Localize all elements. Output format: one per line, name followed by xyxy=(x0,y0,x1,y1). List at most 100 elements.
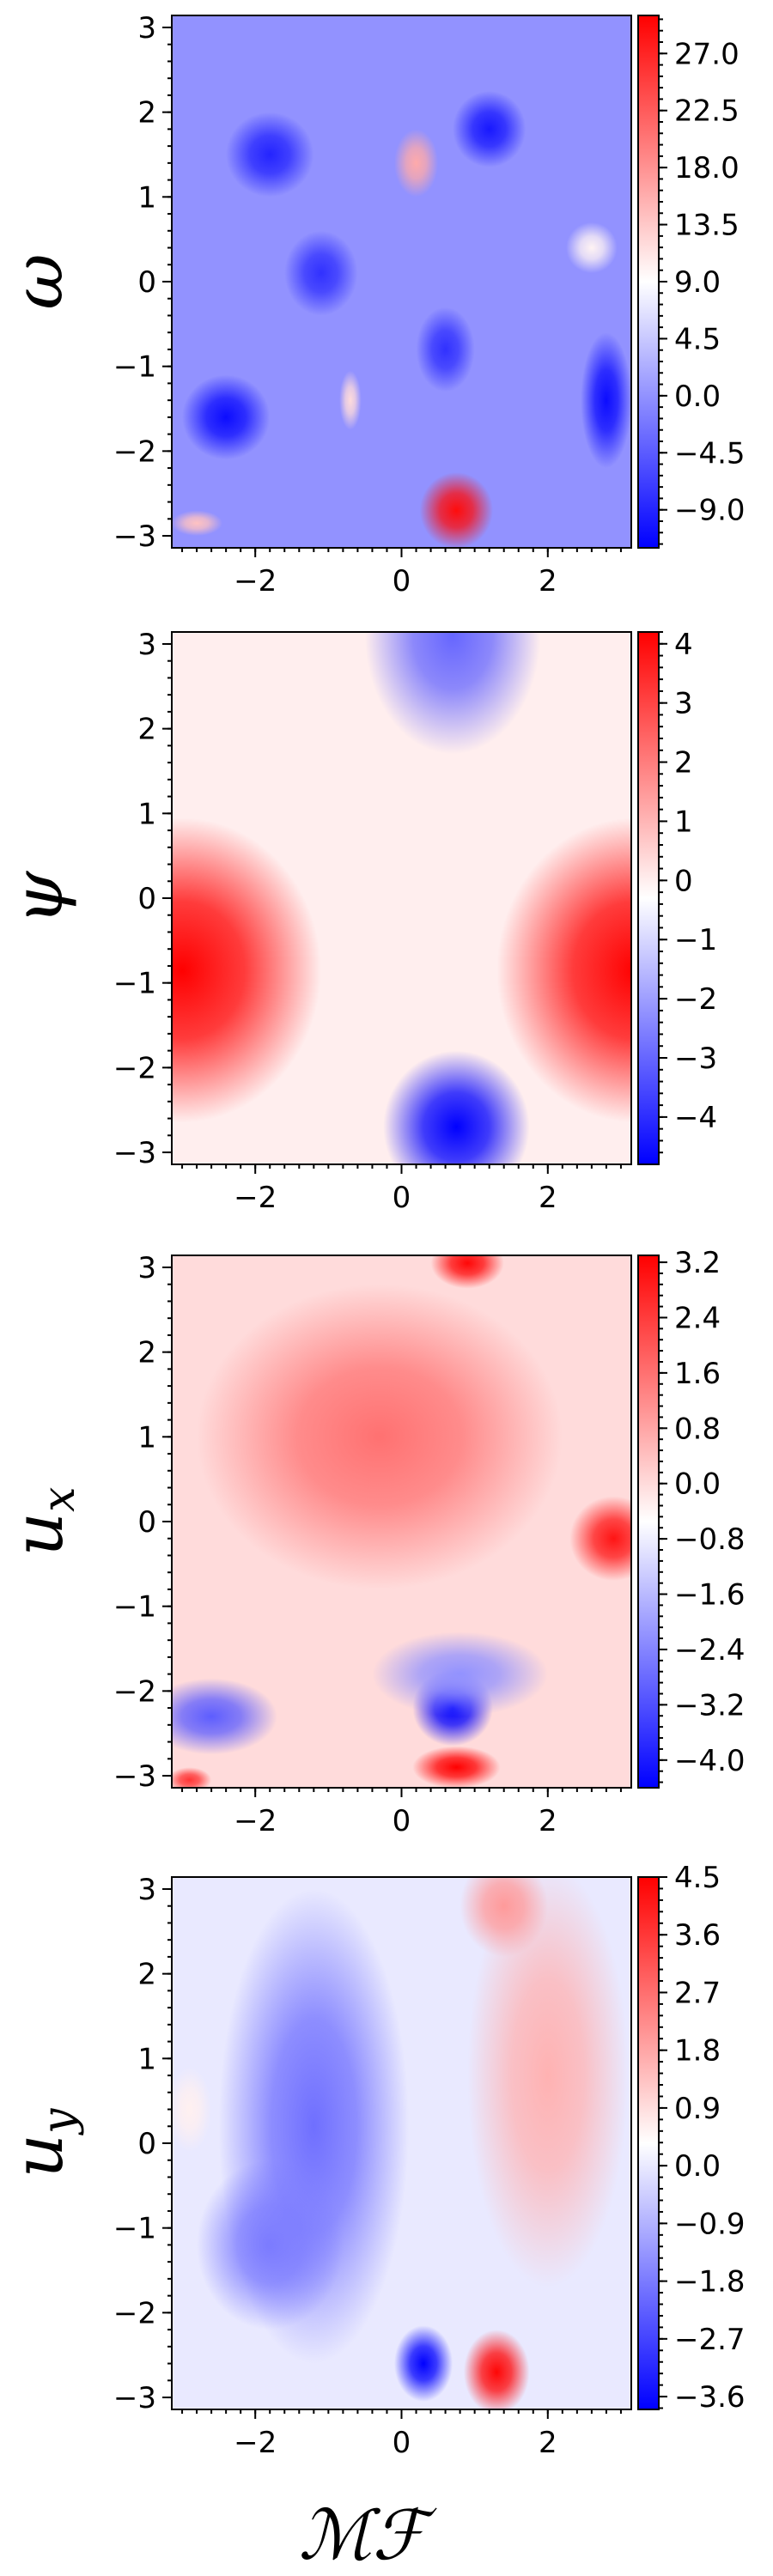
heatmap-feature xyxy=(569,1496,631,1582)
heatmap-feature xyxy=(372,1631,548,1716)
colorbar-tick-label: −2.4 xyxy=(674,1633,746,1668)
colorbar-gradient xyxy=(638,1877,659,2409)
colorbar-tick-label: 4.5 xyxy=(674,1861,721,1895)
x-tick-label: 0 xyxy=(393,2426,411,2460)
colorbar-tick-label: −2 xyxy=(674,982,717,1017)
colorbar: 4.5 3.6 2.7 1.8 0.9 0.0 −0.9 −1.8 −2.7 −3.6 xyxy=(637,1861,746,2415)
y-tick-label: 3 xyxy=(137,11,156,46)
y-tick-label: 2 xyxy=(137,1958,156,1992)
colorbar-tick-label: 3.6 xyxy=(674,1918,721,1953)
y-axis-label: ux xyxy=(0,1487,85,1557)
heatmap-feature xyxy=(284,230,358,316)
y-tick-label: −2 xyxy=(113,434,156,469)
colorbar: 4 3 2 1 0 −1 −2 −3 −4 xyxy=(637,628,717,1165)
colorbar-tick-label: −4 xyxy=(674,1101,717,1135)
colorbar-tick-label: 1 xyxy=(674,805,693,839)
y-tick-label: 2 xyxy=(137,713,156,747)
heatmap-feature xyxy=(172,1678,277,1755)
heatmap-feature xyxy=(172,817,321,1123)
x-tick-label: 2 xyxy=(539,1804,557,1838)
y-tick-label: 2 xyxy=(137,1336,156,1370)
y-tick-label: −1 xyxy=(113,2212,156,2246)
y-tick-label: −3 xyxy=(113,1136,156,1170)
heatmap-feature xyxy=(467,1877,629,2287)
y-tick-label: −1 xyxy=(113,350,156,385)
heatmap-feature xyxy=(581,332,631,469)
x-tick-label: −2 xyxy=(234,1804,277,1838)
heatmap-feature xyxy=(419,472,493,548)
colorbar-tick-label: 0.9 xyxy=(674,2092,721,2126)
colorbar-tick-label: −1 xyxy=(674,923,717,957)
colorbar-tick-label: −1.8 xyxy=(674,2265,746,2300)
colorbar-tick-label: −3.2 xyxy=(674,1688,746,1722)
panels: −3 −2 −1 0 1 2 3 −2 0 2 ω 27.0 22.5 18.0 13.5 9.0 4.5 0.0… xyxy=(0,11,746,2460)
heatmap-feature xyxy=(197,2160,344,2330)
y-tick-label: 0 xyxy=(137,2127,156,2161)
x-tick-label: 0 xyxy=(393,564,411,598)
heatmap-u_x xyxy=(172,1255,631,1788)
heatmap-feature xyxy=(412,1746,501,1788)
heatmap-feature xyxy=(197,1284,563,1589)
heatmap-feature xyxy=(226,112,314,197)
colorbar-tick-label: 4.5 xyxy=(674,322,721,356)
heatmap-feature xyxy=(172,2067,212,2152)
colorbar-tick-label: 13.5 xyxy=(674,209,740,243)
y-axis-label: uy xyxy=(0,2108,85,2178)
heatmap-feature xyxy=(393,2325,453,2402)
y-tick-label: 1 xyxy=(137,2042,156,2076)
y-tick-label: 1 xyxy=(137,180,156,215)
colorbar-gradient xyxy=(638,15,659,548)
heatmap-feature xyxy=(430,1255,504,1289)
colorbar-gradient xyxy=(638,632,659,1164)
colorbar-tick-label: −4.5 xyxy=(674,436,746,471)
y-tick-label: 2 xyxy=(137,96,156,131)
heatmap-feature xyxy=(364,632,541,755)
colorbar-tick-label: 2.4 xyxy=(674,1301,721,1335)
x-tick-label: 2 xyxy=(539,1181,557,1215)
y-tick-label: 1 xyxy=(137,1420,156,1455)
colorbar-tick-label: 0 xyxy=(674,864,693,898)
y-tick-label: 0 xyxy=(137,265,156,300)
heatmap-feature xyxy=(566,222,618,274)
heatmap-u_y xyxy=(172,1877,631,2409)
heatmap-background xyxy=(172,15,631,548)
x-tick-label: −2 xyxy=(234,564,277,598)
colorbar-tick-label: 2 xyxy=(674,746,693,781)
x-tick-label: 2 xyxy=(539,564,557,598)
colorbar: 3.2 2.4 1.6 0.8 0.0 −0.8 −1.6 −2.4 −3.2 −4.0 xyxy=(637,1246,746,1789)
colorbar-tick-label: −2.7 xyxy=(674,2323,746,2357)
colorbar-tick-label: 4 xyxy=(674,628,693,662)
x-tick-label: −2 xyxy=(234,1181,277,1215)
heatmap-feature xyxy=(453,90,526,167)
colorbar-gradient xyxy=(638,1255,659,1788)
heatmap-feature xyxy=(339,370,362,430)
colorbar-tick-label: 1.8 xyxy=(674,2034,721,2069)
y-tick-label: −1 xyxy=(113,1590,156,1625)
heatmap-feature xyxy=(182,374,271,460)
heatmap-feature xyxy=(463,2330,530,2409)
y-tick-label: −2 xyxy=(113,2296,156,2330)
colorbar-tick-label: 18.0 xyxy=(674,151,740,185)
heatmap-feature xyxy=(460,1877,548,1957)
colorbar-tick-label: 0.0 xyxy=(674,2149,721,2184)
x-tick-label: 2 xyxy=(539,2426,557,2460)
heatmap-feature xyxy=(172,510,222,537)
colorbar-tick-label: 0.0 xyxy=(674,380,721,414)
colorbar-tick-label: −1.6 xyxy=(674,1578,746,1613)
colorbar-tick-label: −3 xyxy=(674,1042,717,1076)
y-tick-label: 3 xyxy=(137,628,156,662)
y-tick-label: 1 xyxy=(137,797,156,831)
panel-u_x: −3 −2 −1 0 1 2 3 −2 0 2 ux 3.2 2.4 1.6 0.8 0.0 −0.8 −1.6 −… xyxy=(0,1246,746,1838)
panel-omega: −3 −2 −1 0 1 2 3 −2 0 2 ω 27.0 22.5 18.0 13.5 9.0 4.5 0.0… xyxy=(0,11,746,598)
y-axis-label: ω xyxy=(0,253,78,309)
y-tick-label: 3 xyxy=(137,1873,156,1907)
colorbar-tick-label: 0.0 xyxy=(674,1467,721,1502)
heatmap-feature xyxy=(393,129,439,197)
colorbar-tick-label: −3.6 xyxy=(674,2380,746,2415)
colorbar-tick-label: 1.6 xyxy=(674,1357,721,1391)
heatmap-feature xyxy=(172,1767,212,1788)
y-tick-label: 0 xyxy=(137,882,156,916)
colorbar-tick-label: −4.0 xyxy=(674,1744,746,1778)
colorbar: 27.0 22.5 18.0 13.5 9.0 4.5 0.0 −4.5 −9.0 xyxy=(637,15,746,549)
colorbar-tick-label: 27.0 xyxy=(674,37,740,71)
